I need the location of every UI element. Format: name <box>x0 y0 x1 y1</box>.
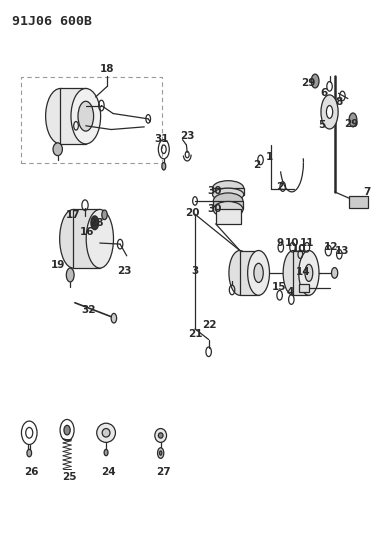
Text: 22: 22 <box>202 320 217 330</box>
Bar <box>213 188 244 195</box>
Bar <box>240 251 259 295</box>
Ellipse shape <box>71 88 101 144</box>
Text: 16: 16 <box>79 228 94 237</box>
Text: 18: 18 <box>100 64 115 74</box>
Text: 30: 30 <box>207 204 222 214</box>
Text: 11: 11 <box>300 238 315 247</box>
Ellipse shape <box>86 209 113 268</box>
Ellipse shape <box>104 449 108 456</box>
Text: 20: 20 <box>184 208 199 218</box>
Text: 26: 26 <box>24 467 39 477</box>
Text: 4: 4 <box>287 287 294 296</box>
Ellipse shape <box>158 448 164 458</box>
Bar <box>213 201 243 209</box>
Text: 10: 10 <box>284 238 299 247</box>
Ellipse shape <box>332 268 338 278</box>
Ellipse shape <box>213 193 243 209</box>
Ellipse shape <box>64 425 70 435</box>
Text: 7: 7 <box>363 187 370 197</box>
Text: 29: 29 <box>344 119 358 128</box>
Ellipse shape <box>248 251 269 295</box>
Bar <box>60 88 86 144</box>
Ellipse shape <box>60 209 87 268</box>
Ellipse shape <box>91 216 99 230</box>
Ellipse shape <box>213 181 244 196</box>
Text: 15: 15 <box>271 282 286 292</box>
Ellipse shape <box>283 251 303 295</box>
Ellipse shape <box>321 95 338 129</box>
Text: 31: 31 <box>154 134 169 143</box>
Text: 28: 28 <box>89 218 104 228</box>
Text: 13: 13 <box>335 246 350 255</box>
Ellipse shape <box>155 429 167 442</box>
Text: 30: 30 <box>207 186 222 196</box>
Ellipse shape <box>349 113 357 127</box>
Ellipse shape <box>102 210 107 220</box>
Bar <box>349 196 368 208</box>
Ellipse shape <box>213 201 243 217</box>
Text: 23: 23 <box>117 266 131 276</box>
Ellipse shape <box>102 429 110 437</box>
Ellipse shape <box>299 251 319 295</box>
Ellipse shape <box>326 106 333 118</box>
Text: 2: 2 <box>253 160 260 170</box>
Ellipse shape <box>46 88 75 144</box>
Text: 21: 21 <box>188 329 202 339</box>
Ellipse shape <box>158 433 163 438</box>
Ellipse shape <box>27 449 32 457</box>
Ellipse shape <box>254 263 263 282</box>
Text: 8: 8 <box>336 98 343 107</box>
Ellipse shape <box>66 268 74 282</box>
Text: 17: 17 <box>66 211 81 220</box>
Text: 32: 32 <box>82 305 96 315</box>
Text: 27: 27 <box>156 467 170 477</box>
Bar <box>299 284 309 292</box>
Text: 5: 5 <box>318 120 325 130</box>
Text: 9: 9 <box>277 238 284 247</box>
Bar <box>21 77 162 163</box>
Ellipse shape <box>111 313 117 323</box>
Text: 14: 14 <box>296 267 311 277</box>
Text: 3: 3 <box>191 266 199 276</box>
Ellipse shape <box>97 423 115 442</box>
Ellipse shape <box>53 143 62 156</box>
Ellipse shape <box>305 264 313 281</box>
Ellipse shape <box>78 101 94 131</box>
Text: 6: 6 <box>320 88 327 98</box>
Text: 1: 1 <box>266 152 273 162</box>
Bar <box>73 209 100 268</box>
Bar <box>293 251 309 295</box>
Text: 25: 25 <box>62 472 77 482</box>
Ellipse shape <box>311 74 319 88</box>
Ellipse shape <box>213 188 244 201</box>
Text: 91J06 600B: 91J06 600B <box>12 15 92 28</box>
Bar <box>216 209 241 224</box>
Ellipse shape <box>162 163 166 170</box>
Text: 24: 24 <box>101 467 116 477</box>
Text: 29: 29 <box>301 78 315 87</box>
Text: 23: 23 <box>180 131 195 141</box>
Text: 2: 2 <box>277 182 284 191</box>
Ellipse shape <box>229 251 251 295</box>
Ellipse shape <box>160 451 162 455</box>
Text: 12: 12 <box>323 242 338 252</box>
Text: 19: 19 <box>51 261 65 270</box>
Text: 10: 10 <box>292 245 307 254</box>
